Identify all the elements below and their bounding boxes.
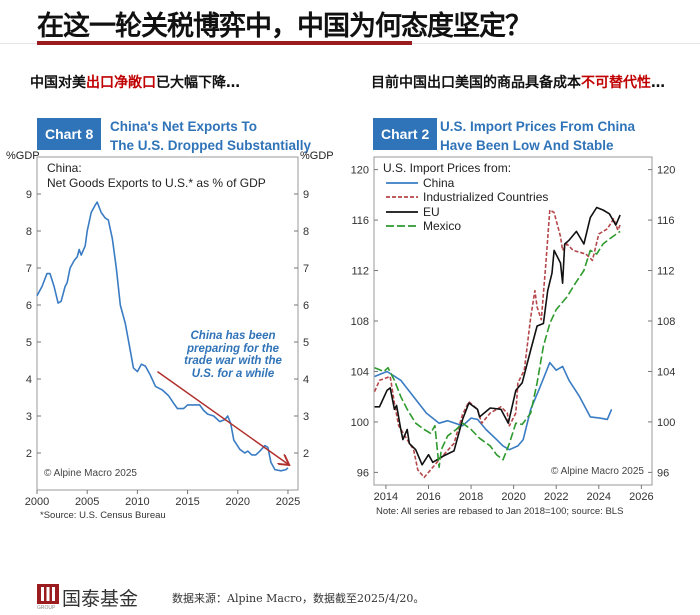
- y-tick-label-left: 6: [26, 300, 32, 312]
- x-tick-label: 2025: [276, 496, 300, 508]
- y-tick-label-right: 100: [657, 417, 675, 429]
- y-tick-label-right: 8: [303, 226, 309, 238]
- series-line-mexico: [374, 230, 621, 469]
- x-tick-label: 2010: [125, 496, 149, 508]
- chart8-title-line1: China's Net Exports To: [110, 119, 257, 134]
- y-tick-label-right: 116: [657, 215, 675, 227]
- x-tick-label: 2020: [226, 496, 250, 508]
- right-subtitle-pre: 目前中国出口美国的商品具备成本: [371, 75, 581, 91]
- legend-china: China: [423, 176, 455, 190]
- chart2-legend-title: U.S. Import Prices from:: [383, 161, 512, 175]
- x-tick-label: 2005: [75, 496, 99, 508]
- y-tick-label-right: 5: [303, 337, 309, 349]
- x-tick-label: 2024: [587, 491, 611, 503]
- chart2-chip: Chart 2: [373, 118, 438, 150]
- legend-eu: EU: [423, 205, 440, 219]
- y-tick-label-left: 100: [351, 417, 369, 429]
- y-tick-label-right: 6: [303, 300, 309, 312]
- y-tick-label-right: 2: [303, 448, 309, 460]
- plot-frame: [36, 156, 299, 491]
- plot-frame: [373, 156, 653, 486]
- x-tick-label: 2018: [459, 491, 483, 503]
- x-tick-label: 2022: [544, 491, 568, 503]
- x-tick-label: 2014: [374, 491, 398, 503]
- series-line-industrialized-countries: [373, 209, 621, 479]
- left-subtitle-highlight: 出口净敞口: [86, 75, 156, 91]
- series-line-china: [36, 201, 289, 472]
- y-tick-label-left: 8: [26, 226, 32, 238]
- chart2-title-line1: U.S. Import Prices From China: [440, 119, 636, 134]
- left-subtitle: 中国对美出口净敞口已大幅下降…: [30, 72, 240, 92]
- chart8-ylabel-right: %GDP: [300, 150, 334, 162]
- y-tick-label-right: 96: [657, 467, 669, 479]
- x-tick-label: 2015: [175, 496, 199, 508]
- y-tick-label-left: 3: [26, 411, 32, 423]
- y-tick-label-left: 104: [351, 366, 369, 378]
- legend-industrialized: Industrialized Countries: [423, 190, 549, 204]
- y-tick-label-right: 108: [657, 316, 675, 328]
- y-tick-label-right: 7: [303, 263, 309, 275]
- legend-mexico: Mexico: [423, 219, 462, 233]
- footer-source: 数据来源：Alpine Macro，数据截至2025/4/20。: [172, 592, 425, 605]
- left-subtitle-pre: 中国对美: [30, 75, 86, 91]
- logo-small-text: GROUP: [37, 605, 56, 611]
- y-tick-label-right: 3: [303, 411, 309, 423]
- y-tick-label-right: 120: [657, 165, 675, 177]
- title-underline: [37, 41, 412, 45]
- company-name: 国泰基金: [62, 588, 139, 610]
- x-tick-label: 2016: [416, 491, 440, 503]
- chart2-title-line2: Have Been Low And Stable: [440, 138, 614, 153]
- y-tick-label-left: 112: [351, 266, 369, 278]
- chart2-copyright: © Alpine Macro 2025: [551, 466, 644, 477]
- chart8-chip: Chart 8: [37, 118, 102, 150]
- y-tick-label-right: 104: [657, 366, 675, 378]
- series-line-china: [374, 361, 613, 451]
- annotation-line: preparing for the: [186, 342, 279, 355]
- x-tick-label: 2026: [629, 491, 653, 503]
- chart8-legend-line1: China:: [47, 161, 82, 175]
- chart8-source: *Source: U.S. Census Bureau: [40, 510, 166, 521]
- right-subtitle: 目前中国出口美国的商品具备成本不可替代性…: [371, 72, 665, 92]
- y-tick-label-left: 5: [26, 337, 32, 349]
- y-tick-label-left: 108: [351, 316, 369, 328]
- y-tick-label-left: 120: [351, 165, 369, 177]
- chart2-note: Note: All series are rebased to Jan 2018…: [376, 506, 624, 517]
- chart8-title-line2: The U.S. Dropped Substantially: [110, 138, 312, 153]
- chart8-legend-line2: Net Goods Exports to U.S.* as % of GDP: [47, 176, 266, 190]
- annotation-line: China has been: [190, 330, 276, 342]
- y-tick-label-left: 7: [26, 263, 32, 275]
- y-tick-label-right: 9: [303, 189, 309, 201]
- chart8-copyright: © Alpine Macro 2025: [44, 468, 137, 479]
- annotation-line: trade war with the: [184, 355, 282, 367]
- y-tick-label-left: 116: [351, 215, 369, 227]
- y-tick-label-right: 112: [657, 266, 675, 278]
- x-tick-label: 2020: [501, 491, 525, 503]
- page-title: 在这一轮关税博弈中，中国为何态度坚定？: [37, 11, 532, 42]
- y-tick-label-right: 4: [303, 374, 309, 386]
- y-tick-label-left: 4: [26, 374, 32, 386]
- annotation-line: U.S. for a while: [191, 367, 275, 380]
- y-tick-label-left: 2: [26, 448, 32, 460]
- right-subtitle-highlight: 不可替代性: [581, 75, 651, 91]
- chart8-ylabel-left: %GDP: [6, 150, 40, 162]
- right-subtitle-post: …: [651, 75, 665, 91]
- company-logo-icon: [37, 584, 59, 604]
- y-tick-label-left: 96: [357, 467, 369, 479]
- x-tick-label: 2000: [25, 496, 49, 508]
- chart8-annotation: China has been preparing for the trade w…: [183, 330, 283, 380]
- series-line-eu: [374, 206, 621, 466]
- trend-arrow: [157, 370, 288, 465]
- y-tick-label-left: 9: [26, 189, 32, 201]
- left-subtitle-post: 已大幅下降…: [156, 75, 240, 91]
